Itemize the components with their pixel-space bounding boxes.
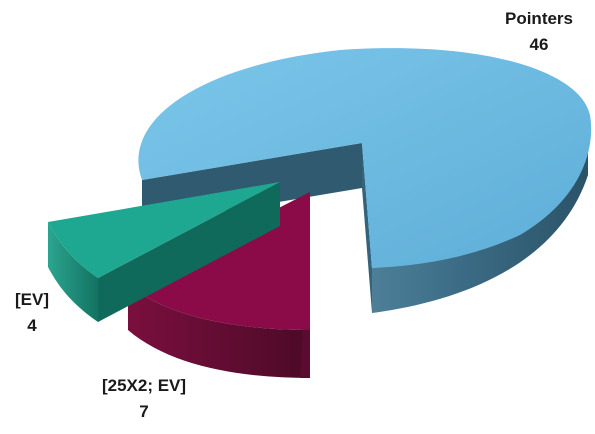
- slice-label-25x2-value: 7: [139, 402, 149, 421]
- slice-label-ev-value: 4: [27, 316, 37, 335]
- pie-slice-ev-side: [48, 222, 98, 322]
- slice-label-ev: [EV] 4: [15, 287, 49, 339]
- slice-label-ev-name: [EV]: [15, 290, 49, 309]
- slice-label-pointers-name: Pointers: [504, 9, 574, 28]
- slice-label-pointers: Pointers 46: [505, 6, 573, 58]
- pie-slice-pointers-wall-b: [362, 143, 372, 313]
- pie-slice-pointers: [138, 48, 592, 269]
- slice-label-25x2-name: [25X2; EV]: [101, 376, 187, 395]
- pie-slice-ev: [48, 182, 280, 278]
- pie-slice-25x2-side: [128, 285, 310, 378]
- slice-label-25x2: [25X2; EV] 7: [102, 373, 186, 425]
- slice-label-pointers-value: 46: [529, 35, 549, 54]
- pie-slice-pointers-side: [372, 130, 588, 313]
- pie-slice-ev-wall: [98, 182, 280, 322]
